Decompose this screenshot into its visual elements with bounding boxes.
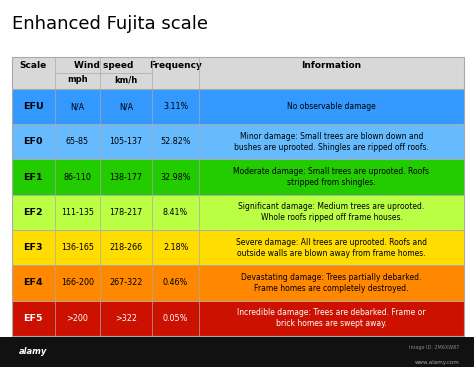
Text: www.alamy.com: www.alamy.com — [415, 360, 460, 365]
Text: 178-217: 178-217 — [109, 208, 143, 217]
Text: 0.46%: 0.46% — [163, 279, 188, 287]
Text: EF0: EF0 — [24, 137, 43, 146]
Text: EFU: EFU — [23, 102, 44, 111]
Bar — [12, 301, 464, 336]
Text: 218-266: 218-266 — [109, 243, 143, 252]
Text: Enhanced Fujita scale: Enhanced Fujita scale — [12, 15, 208, 33]
Text: 2.18%: 2.18% — [163, 243, 188, 252]
Bar — [12, 230, 464, 265]
Text: Incredible damage: Trees are debarked. Frame or
brick homes are swept away.: Incredible damage: Trees are debarked. F… — [237, 308, 426, 328]
Text: Information: Information — [301, 61, 362, 70]
Text: EF2: EF2 — [24, 208, 43, 217]
Text: 86-110: 86-110 — [64, 172, 91, 182]
Bar — [0, 337, 474, 367]
Bar — [12, 160, 464, 195]
Text: Severe damage: All trees are uprooted. Roofs and
outside walls are blown away fr: Severe damage: All trees are uprooted. R… — [236, 237, 427, 258]
Text: 105-137: 105-137 — [109, 137, 143, 146]
Bar — [12, 124, 464, 160]
Text: 3.11%: 3.11% — [163, 102, 188, 111]
Text: 65-85: 65-85 — [66, 137, 89, 146]
Text: mph: mph — [67, 76, 88, 84]
Text: 111-135: 111-135 — [61, 208, 94, 217]
Text: 8.41%: 8.41% — [163, 208, 188, 217]
Text: 166-200: 166-200 — [61, 279, 94, 287]
Bar — [12, 265, 464, 301]
Text: >200: >200 — [66, 314, 88, 323]
Text: 267-322: 267-322 — [109, 279, 143, 287]
Text: >322: >322 — [115, 314, 137, 323]
Text: Moderate damage: Small trees are uprooted. Roofs
stripped from shingles.: Moderate damage: Small trees are uproote… — [233, 167, 429, 187]
Text: No observable damage: No observable damage — [287, 102, 376, 111]
Bar — [12, 57, 464, 89]
Text: Significant damage: Medium trees are uprooted.
Whole roofs ripped off frame hous: Significant damage: Medium trees are upr… — [238, 202, 425, 222]
Text: EF1: EF1 — [24, 172, 43, 182]
Bar — [12, 195, 464, 230]
Text: N/A: N/A — [70, 102, 84, 111]
Text: 138-177: 138-177 — [109, 172, 143, 182]
Text: EF3: EF3 — [24, 243, 43, 252]
Text: Frequency: Frequency — [149, 61, 202, 70]
Text: alamy: alamy — [19, 348, 47, 356]
Text: km/h: km/h — [114, 76, 137, 84]
Text: EF4: EF4 — [24, 279, 43, 287]
Text: Wind speed: Wind speed — [73, 61, 133, 70]
Bar — [12, 89, 464, 124]
Text: N/A: N/A — [119, 102, 133, 111]
Text: 136-165: 136-165 — [61, 243, 94, 252]
Text: Minor damage: Small trees are blown down and
bushes are uprooted. Shingles are r: Minor damage: Small trees are blown down… — [234, 132, 429, 152]
Text: EF5: EF5 — [24, 314, 43, 323]
Text: Image ID: 2M6XW87: Image ID: 2M6XW87 — [410, 345, 460, 350]
Bar — [12, 57, 464, 336]
Text: Scale: Scale — [20, 61, 47, 70]
Text: Devastating damage: Trees partially debarked.
Frame homes are completely destroy: Devastating damage: Trees partially deba… — [241, 273, 422, 293]
Text: 0.05%: 0.05% — [163, 314, 188, 323]
Text: 52.82%: 52.82% — [160, 137, 191, 146]
Text: 32.98%: 32.98% — [160, 172, 191, 182]
